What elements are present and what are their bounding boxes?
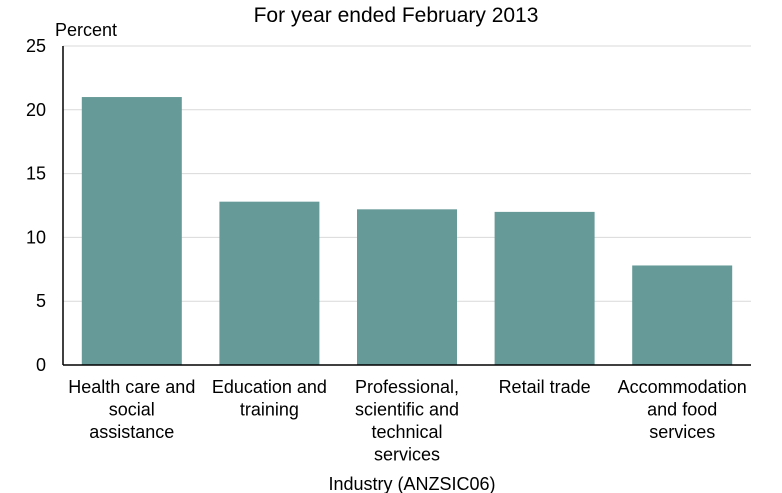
chart-title: For year ended February 2013 [254, 4, 539, 27]
x-tick-label: Education and training [212, 377, 327, 420]
x-axis-label: Industry (ANZSIC06) [328, 474, 495, 493]
y-tick-label: 5 [36, 291, 46, 311]
x-tick-label-line: scientific and [355, 400, 459, 420]
bars [81, 97, 733, 365]
x-tick-label-line: Accommodation [618, 377, 747, 397]
x-tick-label: Retail trade [499, 377, 591, 397]
y-tick-label: 20 [26, 100, 46, 120]
x-tick-label-line: Health care and [68, 377, 195, 397]
x-tick-label-line: Professional, [355, 377, 459, 397]
x-tick-label-line: services [649, 422, 715, 442]
x-tick-label: Accommodation and food services [618, 377, 747, 442]
x-tick-label-line: training [240, 400, 299, 420]
bar [219, 201, 320, 365]
y-tick-label: 10 [26, 227, 46, 247]
x-tick-label-line: Retail trade [499, 377, 591, 397]
x-tick-label-line: Education and [212, 377, 327, 397]
y-tick-label: 15 [26, 164, 46, 184]
x-tick-label-line: services [374, 445, 440, 465]
x-tick-label: Health care and social assistance [68, 377, 195, 442]
bar [357, 209, 457, 365]
y-axis-label: Percent [55, 20, 117, 40]
x-tick-label-line: and food [647, 400, 717, 420]
y-tick-labels: 0 5 10 15 20 25 [26, 36, 46, 375]
bar [81, 97, 182, 365]
x-tick-labels: Health care and social assistance Education… [68, 377, 746, 465]
x-tick-label: Professional, scientific and technical serv… [355, 377, 459, 465]
bar [632, 265, 733, 365]
y-tick-label: 0 [36, 355, 46, 375]
y-tick-label: 25 [26, 36, 46, 56]
x-tick-label-line: social [109, 400, 155, 420]
axes [62, 46, 751, 366]
x-tick-label-line: technical [371, 422, 442, 442]
x-tick-label-line: assistance [89, 422, 174, 442]
bar [494, 211, 595, 365]
